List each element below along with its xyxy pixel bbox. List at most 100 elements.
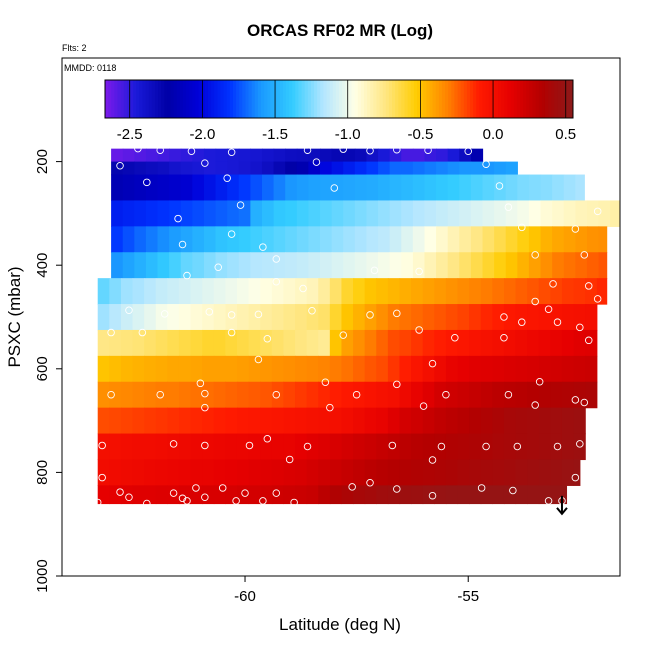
- heatmap-cell: [97, 355, 110, 383]
- sample-point: [143, 178, 151, 187]
- heatmap-cell: [411, 329, 424, 357]
- heatmap-cell: [353, 304, 366, 331]
- heatmap-cell: [457, 355, 470, 383]
- heatmap-cell: [469, 459, 482, 486]
- colorbar-tick-label: -0.5: [407, 126, 433, 143]
- heatmap-cell: [585, 381, 598, 409]
- heatmap-cell: [283, 329, 296, 357]
- heatmap-cell: [434, 381, 447, 409]
- heatmap-cell: [353, 381, 366, 409]
- sample-point: [299, 284, 307, 293]
- heatmap-cell: [273, 200, 286, 227]
- heatmap-cell: [527, 433, 540, 461]
- heatmap-cell: [422, 381, 435, 409]
- heatmap-cell: [178, 304, 192, 331]
- heatmap-cell: [434, 433, 447, 461]
- heatmap-cell: [169, 161, 182, 176]
- heatmap-cell: [459, 161, 472, 176]
- sample-point: [227, 328, 236, 337]
- heatmap-cell: [213, 407, 226, 435]
- heatmap-cell: [459, 174, 472, 202]
- heatmap-cell: [132, 459, 145, 486]
- heatmap-cell: [144, 381, 157, 409]
- heatmap-cell: [447, 161, 460, 176]
- colorbar-tick-label: -1.5: [262, 126, 288, 143]
- sample-point: [330, 184, 339, 192]
- heatmap-cell: [376, 381, 389, 409]
- sample-point: [125, 306, 133, 315]
- heatmap-cell: [225, 329, 238, 357]
- heatmap-cell: [482, 252, 495, 279]
- heatmap-cell: [527, 278, 540, 305]
- heatmap-cell: [598, 200, 611, 227]
- heatmap-cell: [296, 252, 310, 279]
- heatmap-cell: [482, 226, 495, 253]
- heatmap-cell: [517, 200, 530, 227]
- heatmap-cell: [527, 329, 540, 357]
- heatmap-cell: [190, 329, 203, 357]
- sample-point: [263, 335, 272, 343]
- heatmap-cell: [354, 226, 368, 253]
- heatmap-cell: [469, 485, 482, 505]
- heatmap-cell: [97, 433, 110, 461]
- heatmap-cell: [538, 355, 551, 383]
- sample-point: [339, 145, 347, 153]
- heatmap-cell: [353, 355, 366, 383]
- heatmap-cell: [411, 407, 424, 435]
- heatmap-cell: [227, 161, 240, 176]
- heatmap-cell: [457, 381, 470, 409]
- heatmap-cell: [97, 459, 110, 486]
- heatmap-cell: [120, 304, 134, 331]
- plot-frame: [61, 57, 621, 577]
- heatmap-cell: [505, 226, 518, 253]
- heatmap-cell: [412, 174, 426, 202]
- sample-point: [187, 147, 196, 155]
- sample-point: [531, 297, 539, 306]
- heatmap-cell: [492, 381, 505, 409]
- heatmap-cell: [306, 304, 319, 331]
- sample-point: [138, 328, 147, 337]
- heatmap-cell: [132, 278, 145, 305]
- heatmap-cell: [422, 329, 435, 357]
- heatmap-cell: [550, 355, 563, 383]
- heatmap-cell: [459, 226, 472, 253]
- heatmap-cell: [353, 433, 366, 461]
- heatmap-cell: [157, 148, 170, 163]
- heatmap-cell: [399, 329, 412, 357]
- heatmap-cell: [271, 278, 285, 305]
- heatmap-cell: [111, 252, 124, 279]
- heatmap-cell: [132, 407, 145, 435]
- sample-point: [227, 230, 236, 238]
- heatmap-cell: [538, 329, 551, 357]
- heatmap-cell: [260, 433, 273, 461]
- heatmap-cell: [585, 304, 598, 331]
- heatmap-cell: [422, 355, 435, 383]
- heatmap-cell: [343, 226, 356, 253]
- sample-point: [205, 308, 214, 316]
- heatmap-cell: [401, 226, 414, 253]
- heatmap-cell: [238, 252, 251, 279]
- heatmap-cell: [561, 433, 575, 461]
- heatmap-cell: [573, 355, 586, 383]
- heatmap-cell: [215, 252, 228, 279]
- sample-point: [107, 328, 115, 337]
- heatmap-cell: [120, 381, 134, 409]
- heatmap-cell: [320, 226, 333, 253]
- heatmap-cell: [248, 433, 261, 461]
- heatmap-cell: [341, 407, 354, 435]
- heatmap-cell: [260, 329, 273, 357]
- heatmap-cell: [540, 200, 553, 227]
- heatmap-cell: [401, 148, 414, 163]
- heatmap-cell: [203, 226, 217, 253]
- heatmap-cell: [167, 304, 180, 331]
- heatmap-cell: [144, 355, 157, 383]
- sample-point: [107, 390, 115, 399]
- heatmap-cell: [480, 329, 493, 357]
- heatmap-cell: [329, 459, 343, 486]
- sample-point: [290, 498, 298, 507]
- heatmap-cell: [515, 304, 528, 331]
- heatmap-cell: [378, 252, 391, 279]
- heatmap-cell: [515, 485, 528, 505]
- heatmap-cell: [260, 485, 273, 505]
- heatmap-cell: [248, 329, 261, 357]
